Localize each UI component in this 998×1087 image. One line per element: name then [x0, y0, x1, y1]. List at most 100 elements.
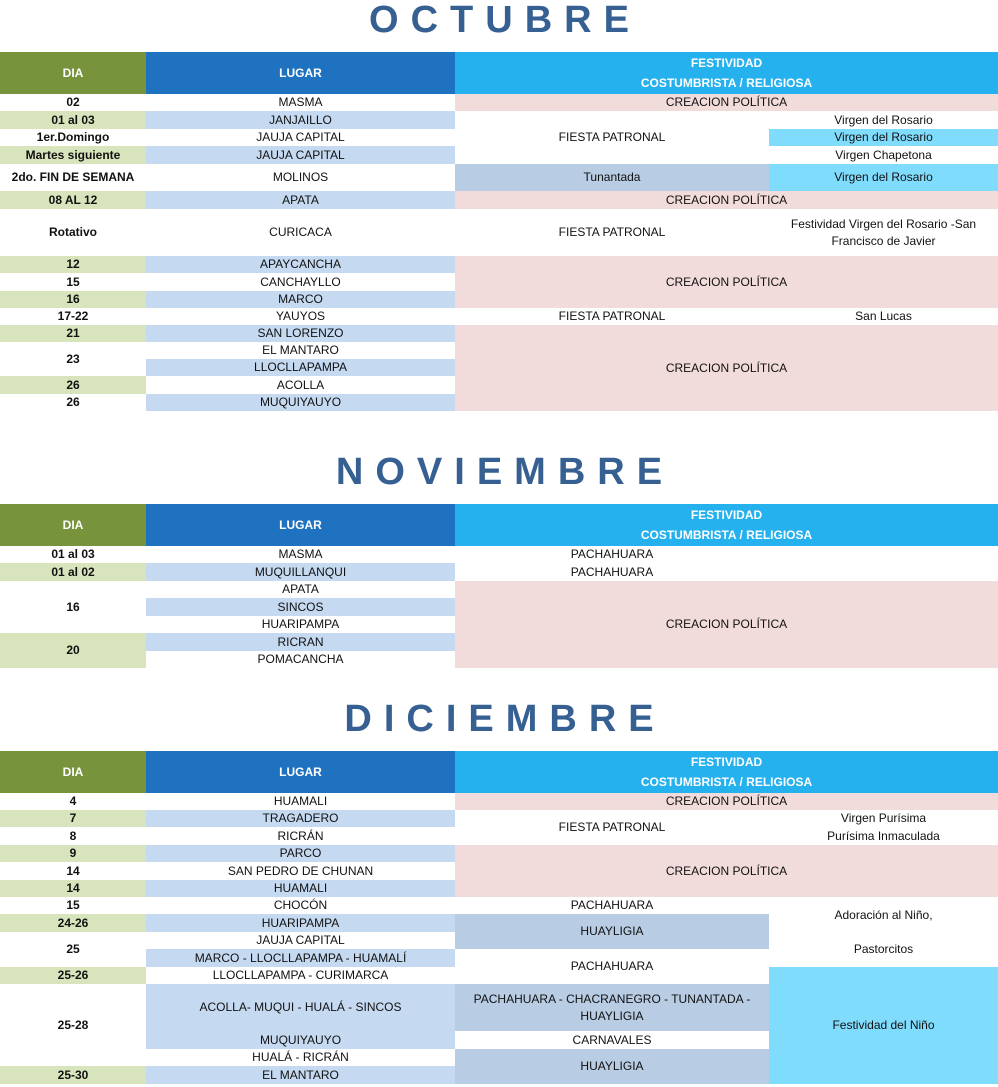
table-row: 25-26 LLOCLLAPAMPA - CURIMARCA Festividad …: [0, 967, 998, 1084]
table-row: 01 al 02 MUQUILLANQUI PACHAHUARA: [0, 563, 998, 581]
table-cell: [769, 563, 998, 581]
table-header: DIA LUGAR FESTIVIDAD COSTUMBRISTA / RELIGI…: [0, 751, 998, 793]
table-cell: FIESTA PATRONAL: [455, 111, 769, 164]
table-row: 2do. FIN DE SEMANA MOLINOS Tunantada Virgen…: [0, 164, 998, 191]
table-cell: 25-26: [0, 967, 146, 984]
table-cell: CREACION POLÍTICA: [455, 191, 998, 209]
table-row: 15 CANCHAYLLO: [0, 273, 998, 291]
table-cell: LLOCLLAPAMPA - CURIMARCA: [146, 967, 455, 984]
table-cell: EL MANTARO: [146, 1066, 455, 1084]
table-cell: HUAMALI: [146, 880, 455, 897]
table-cell: JAUJA CAPITAL: [146, 146, 455, 164]
table-cell: RICRÁN: [146, 827, 455, 845]
table-cell: HUARIPAMPA: [146, 914, 455, 932]
table-cell: Virgen del Rosario: [769, 129, 998, 146]
table-row: SINCOS: [0, 598, 998, 616]
table-cell: 14: [0, 862, 146, 880]
table-row: 7 TRAGADERO FIESTA PATRONAL Virgen Purísima: [0, 810, 998, 845]
table-cell: 2do. FIN DE SEMANA: [0, 164, 146, 191]
table-row: 16 MARCO: [0, 291, 998, 308]
table-row: 14 SAN PEDRO DE CHUNAN: [0, 862, 998, 880]
table-cell: MASMA: [146, 546, 455, 563]
table-row: Martes siguiente JAUJA CAPITAL Virgen Chap…: [0, 146, 998, 164]
table-row: 12 APAYCANCHA CREACION POLÍTICA: [0, 256, 998, 308]
table-cell: CARNAVALES: [455, 1031, 769, 1049]
table-cell: PACHAHUARA: [455, 949, 769, 984]
table-cell: 26: [0, 376, 146, 394]
table-cell: 15: [0, 897, 146, 914]
table-cell: 24-26: [0, 914, 146, 932]
table-row: 02 MASMA CREACION POLÍTICA: [0, 94, 998, 111]
table-row: 08 AL 12 APATA CREACION POLÍTICA: [0, 191, 998, 209]
table-cell: HUARIPAMPA: [146, 616, 455, 633]
table-cell: APATA: [146, 581, 455, 598]
table-row: LLOCLLAPAMPA: [0, 359, 998, 376]
header-festividad: FESTIVIDAD COSTUMBRISTA / RELIGIOSA: [455, 52, 998, 94]
month-section-octubre: OCTUBRE DIA LUGAR FESTIVIDAD COSTUMBRISTA /…: [0, 0, 998, 411]
table-row: 25-30 EL MANTARO: [0, 1066, 998, 1084]
header-dia: DIA: [0, 52, 146, 94]
table-cell: APAYCANCHA: [146, 256, 455, 273]
festival-table: DIA LUGAR FESTIVIDAD COSTUMBRISTA / RELIGI…: [0, 751, 998, 1084]
table-cell: Virgen Chapetona: [769, 146, 998, 164]
table-cell: 02: [0, 94, 146, 111]
table-cell: JANJAILLO: [146, 111, 455, 129]
table-cell: PACHAHUARA: [455, 563, 769, 581]
table-cell: POMACANCHA: [146, 651, 455, 668]
table-cell: FIESTA PATRONAL: [455, 810, 769, 845]
table-cell: CURICACA: [146, 209, 455, 256]
table-cell: CREACION POLÍTICA: [455, 793, 998, 810]
table-row: 01 al 03 MASMA PACHAHUARA: [0, 546, 998, 563]
table-cell: Festividad del Niño: [769, 967, 998, 1084]
table-cell: 7: [0, 810, 146, 827]
table-row: POMACANCHA: [0, 651, 998, 668]
table-cell: 17-22: [0, 308, 146, 325]
table-cell: SAN LORENZO: [146, 325, 455, 342]
table-cell: YAUYOS: [146, 308, 455, 325]
table-cell: MUQUILLANQUI: [146, 563, 455, 581]
table-cell: Virgen Purísima: [769, 810, 998, 827]
table-cell: JAUJA CAPITAL: [146, 129, 455, 146]
table-cell: 25-28: [0, 984, 146, 1066]
table-cell: PACHAHUARA - CHACRANEGRO - TUNANTADA - H…: [455, 984, 769, 1031]
month-section-noviembre: NOVIEMBRE DIA LUGAR FESTIVIDAD COSTUMBRISTA…: [0, 452, 998, 668]
table-cell: 01 al 03: [0, 546, 146, 563]
table-cell: 23: [0, 342, 146, 376]
header-festividad: FESTIVIDAD COSTUMBRISTA / RELIGIOSA: [455, 504, 998, 546]
table-cell: FIESTA PATRONAL: [455, 209, 769, 256]
table-cell: 26: [0, 394, 146, 411]
table-row: 26 MUQUIYAUYO: [0, 394, 998, 411]
table-cell: HUAMALI: [146, 793, 455, 810]
table-cell: 01 al 03: [0, 111, 146, 129]
festival-table: DIA LUGAR FESTIVIDAD COSTUMBRISTA / RELIGI…: [0, 52, 998, 411]
table-cell: CREACION POLÍTICA: [455, 256, 998, 308]
table-row: 20 RICRAN: [0, 633, 998, 668]
table-cell: Virgen del Rosario: [769, 111, 998, 129]
table-cell: Festividad Virgen del Rosario -San Franc…: [769, 209, 998, 256]
table-cell: JAUJA CAPITAL: [146, 932, 455, 949]
table-row: 14 HUAMALI: [0, 880, 998, 897]
table-cell: 16: [0, 581, 146, 633]
table-cell: Adoración al Niño, Pastorcitos: [769, 897, 998, 967]
table-cell: HUALÁ - RICRÁN: [146, 1049, 455, 1066]
table-row: 17-22 YAUYOS FIESTA PATRONAL San Lucas: [0, 308, 998, 325]
table-cell: MASMA: [146, 94, 455, 111]
table-cell: CREACION POLÍTICA: [455, 94, 998, 111]
table-cell: 1er.Domingo: [0, 129, 146, 146]
table-cell: CREACION POLÍTICA: [455, 845, 998, 897]
table-header: DIA LUGAR FESTIVIDAD COSTUMBRISTA / RELIGI…: [0, 52, 998, 94]
table-cell: 25: [0, 932, 146, 967]
table-cell: Purísima Inmaculada: [769, 827, 998, 845]
table-cell: SAN PEDRO DE CHUNAN: [146, 862, 455, 880]
table-cell: CANCHAYLLO: [146, 273, 455, 291]
table-cell: Virgen del Rosario: [769, 164, 998, 191]
table-cell: PACHAHUARA: [455, 546, 769, 563]
table-cell: Rotativo: [0, 209, 146, 256]
table-cell: LLOCLLAPAMPA: [146, 359, 455, 376]
table-cell: CREACION POLÍTICA: [455, 581, 998, 668]
table-row: 8 RICRÁN Purísima Inmaculada: [0, 827, 998, 845]
header-dia: DIA: [0, 504, 146, 546]
table-row: 23 EL MANTARO: [0, 342, 998, 376]
table-cell: CREACION POLÍTICA: [455, 325, 998, 411]
table-cell: PACHAHUARA: [455, 897, 769, 914]
